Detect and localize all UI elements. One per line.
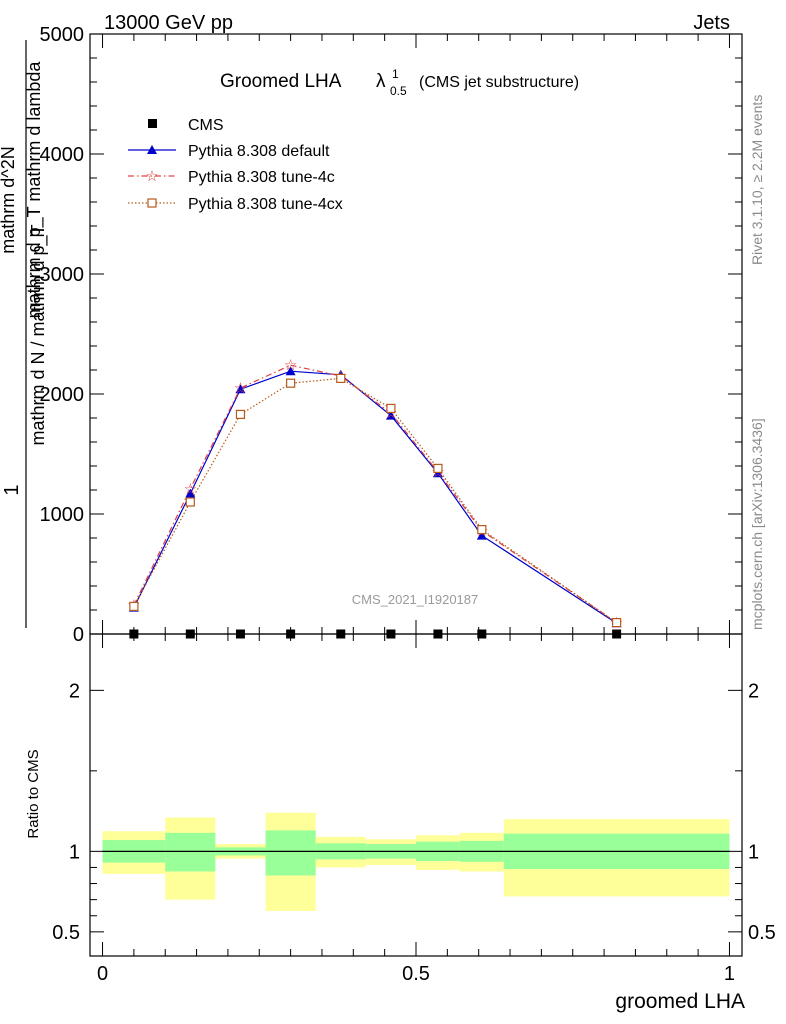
series-line-3 — [133, 377, 617, 624]
main-ytick-label-5: 5000 — [40, 24, 85, 46]
ratio-ytick-label-left-2: 2 — [69, 680, 80, 702]
legend-cms-label: CMS — [188, 117, 224, 134]
ratio-ylabel: Ratio to CMS — [25, 749, 42, 838]
ylabel-numerator-one: 1 — [1, 484, 23, 495]
default-point-2 — [235, 384, 246, 394]
ratio-band-inner-3 — [265, 830, 316, 876]
energy-label: 13000 GeV pp — [104, 12, 233, 34]
series-line-2 — [133, 364, 617, 624]
xtick-label-2: 1 — [724, 963, 735, 985]
tune4cx-point-2 — [235, 409, 246, 419]
x-axis-title: groomed LHA — [615, 990, 745, 1013]
ylabel-denominator-one: mathrm d N / mathrm d p_T — [28, 224, 49, 445]
category-label: Jets — [693, 12, 730, 34]
tune4cx-point-7 — [477, 524, 487, 535]
legend-tune4cx-label: Pythia 8.308 tune-4cx — [188, 196, 343, 213]
default-point-1 — [185, 488, 196, 498]
title-lambda: λ — [376, 71, 386, 92]
ratio-frame — [89, 633, 743, 957]
legend-tune4c-label: Pythia 8.308 tune-4c — [188, 169, 335, 186]
tune4c-point-1: ☆ — [184, 481, 197, 498]
ratio-ytick-label-left-1: 1 — [69, 841, 80, 863]
legend: CMS Pythia 8.308 default ☆ Pythia 8.308 … — [128, 117, 343, 213]
legend-default-marker — [147, 145, 157, 154]
title-main: Groomed LHA — [220, 71, 342, 92]
main-ytick-label-2: 2000 — [40, 384, 85, 406]
tune4cx-point-4 — [336, 373, 346, 383]
tune4cx-point-3 — [286, 378, 296, 388]
xtick-label-0: 0 — [97, 963, 108, 985]
main-ytick-label-1: 1000 — [40, 504, 85, 526]
title-subscript: 0.5 — [390, 84, 407, 98]
default-point-3 — [285, 366, 296, 376]
chart-title: Groomed LHA λ 1 0.5 (CMS jet substructur… — [220, 67, 579, 98]
ratio-ytick-label-left-0: 0.5 — [52, 922, 80, 944]
title-superscript: 1 — [392, 67, 399, 81]
main-ytick-label-0: 0 — [73, 624, 84, 646]
ratio-band-inner-1 — [165, 832, 216, 872]
ratio-panel: 0.5 0.5 1 1 2 2 0 0.5 1 — [52, 633, 776, 985]
xtick-label-1: 0.5 — [402, 963, 430, 985]
mcplots-label: mcplots.cern.ch [arXiv:1306.3436] — [749, 418, 765, 630]
series-line-1 — [133, 370, 617, 624]
legend-default-label: Pythia 8.308 default — [188, 143, 330, 160]
main-ytick-label-3: 3000 — [40, 264, 85, 286]
default-point-7 — [476, 530, 487, 540]
legend-tune4cx-marker — [147, 198, 157, 208]
rivet-label: Rivet 3.1.10, ≥ 2.2M events — [749, 95, 765, 265]
title-suffix: (CMS jet substructure) — [419, 74, 579, 91]
tune4cx-point-1 — [185, 497, 195, 507]
ratio-ytick-label-right-0: 0.5 — [748, 922, 776, 944]
legend-tune4c-marker: ☆ — [145, 168, 158, 185]
tune4cx-point-6 — [433, 463, 443, 473]
ylabel-denominator-two: mathrm d p_T mathrm d lambda — [24, 61, 45, 319]
legend-cms-marker — [148, 119, 157, 128]
ratio-ytick-label-right-2: 2 — [748, 680, 759, 702]
main-ytick-label-4: 4000 — [40, 144, 85, 166]
main-ylabel: 1 mathrm d N / mathrm d p_T mathrm d^2N … — [0, 40, 49, 628]
tune4cx-point-8 — [612, 617, 622, 628]
default-point-5 — [385, 410, 396, 420]
tune4cx-point-5 — [386, 403, 396, 413]
tune4c-point-3: ☆ — [284, 357, 297, 374]
tune4cx-point-0 — [129, 601, 139, 612]
ylabel-numerator-two: mathrm d^2N — [0, 146, 18, 253]
ratio-ytick-label-right-1: 1 — [748, 841, 759, 863]
watermark-label: CMS_2021_I1920187 — [352, 592, 479, 607]
tune4c-point-2: ☆ — [234, 380, 247, 397]
